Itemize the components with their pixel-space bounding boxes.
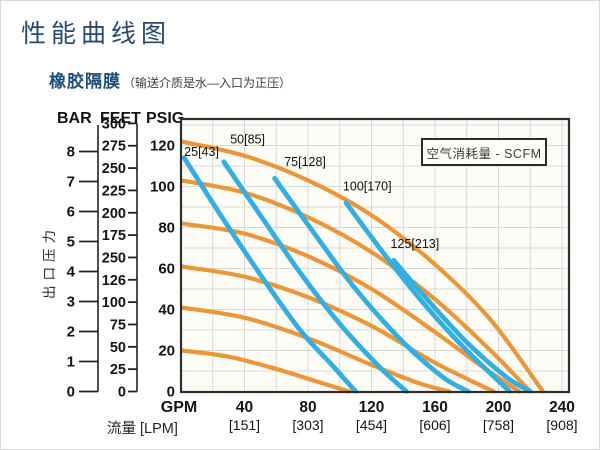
feet-tick-label: 25	[110, 362, 126, 378]
bar-axis-header: BAR	[57, 110, 92, 127]
air-consumption-curve	[221, 159, 409, 394]
feet-tick-label: 75	[110, 317, 126, 333]
page-title: 性能曲线图	[21, 20, 172, 48]
gpm-tick-label: 200	[486, 399, 512, 416]
curve-label: 125[213]	[391, 237, 440, 251]
bar-tick-label: 2	[67, 324, 75, 341]
performance-curve	[181, 348, 352, 394]
psig-tick-label: 100	[150, 179, 175, 196]
x-axis-unit-gpm: GPM	[160, 399, 198, 416]
feet-tick-label: 300	[102, 116, 126, 132]
psig-tick-label: 80	[158, 220, 175, 237]
performance-curve	[181, 139, 546, 394]
feet-tick-label: 250	[102, 161, 126, 177]
feet-tick-label: 275	[102, 139, 126, 155]
feet-tick-label: 0	[118, 385, 126, 401]
x-axis-unit-lpm: 流量 [LPM]	[107, 421, 178, 437]
subtitle-note: （输送介质是水—入口为正压）	[123, 76, 292, 90]
psig-tick-label: 120	[150, 138, 175, 155]
lpm-tick-label: [303]	[292, 417, 323, 433]
bar-tick-label: 8	[67, 144, 75, 161]
feet-tick-label: 175	[102, 228, 126, 244]
feet-tick-label: 126	[102, 273, 126, 289]
psig-tick-label: 40	[158, 302, 175, 319]
feet-tick-label: 200	[102, 206, 126, 222]
feet-tick-label: 250	[102, 250, 126, 266]
bar-tick-label: 6	[67, 204, 75, 221]
curve-label: 100[170]	[343, 180, 392, 194]
psig-tick-label: 0	[167, 384, 175, 401]
performance-curve	[181, 305, 452, 394]
bar-tick-label: 5	[67, 234, 75, 251]
psig-tick-label: 20	[158, 343, 175, 360]
air-consumption-curve	[181, 155, 359, 394]
bar-tick-label: 7	[67, 174, 75, 191]
feet-tick-label: 225	[102, 183, 126, 199]
bar-tick-label: 3	[67, 294, 75, 311]
performance-curve-chart: 8765432103002752502252001752501261007550…	[67, 116, 578, 433]
plot-frame	[179, 117, 571, 394]
air-consumption-curve	[272, 175, 471, 394]
psig-tick-label: 60	[158, 261, 175, 278]
gpm-tick-label: 160	[422, 399, 448, 416]
chart-subtitle: 橡胶隔膜 （输送介质是水—入口为正压）	[49, 67, 291, 92]
curve-label: 50[85]	[230, 132, 265, 146]
curve-label: 25[43]	[184, 145, 219, 159]
bar-tick-label: 0	[67, 384, 75, 401]
lpm-tick-label: [151]	[229, 417, 260, 433]
air-consumption-curve	[391, 257, 533, 394]
gpm-tick-label: 120	[359, 399, 385, 416]
lpm-tick-label: [606]	[419, 417, 450, 433]
gpm-tick-label: 80	[299, 399, 316, 416]
gpm-tick-label: 40	[236, 399, 253, 416]
air-consumption-curve	[343, 200, 513, 394]
performance-curve	[181, 264, 496, 394]
feet-tick-label: 100	[102, 295, 126, 311]
gpm-tick-label: 240	[549, 399, 575, 416]
bar-tick-label: 1	[67, 354, 75, 371]
lpm-tick-label: [908]	[546, 417, 577, 433]
legend-box: 空气消耗量 - SCFM	[421, 138, 547, 166]
lpm-tick-label: [758]	[483, 417, 514, 433]
feet-tick-label: 50	[110, 340, 126, 356]
psig-axis-header: PSIG	[146, 110, 185, 127]
curve-label: 75[128]	[284, 155, 326, 169]
subtitle-material: 橡胶隔膜	[49, 72, 121, 91]
legend-label: 空气消耗量 - SCFM	[426, 146, 542, 161]
bar-tick-label: 4	[67, 264, 76, 281]
lpm-tick-label: [454]	[356, 417, 387, 433]
